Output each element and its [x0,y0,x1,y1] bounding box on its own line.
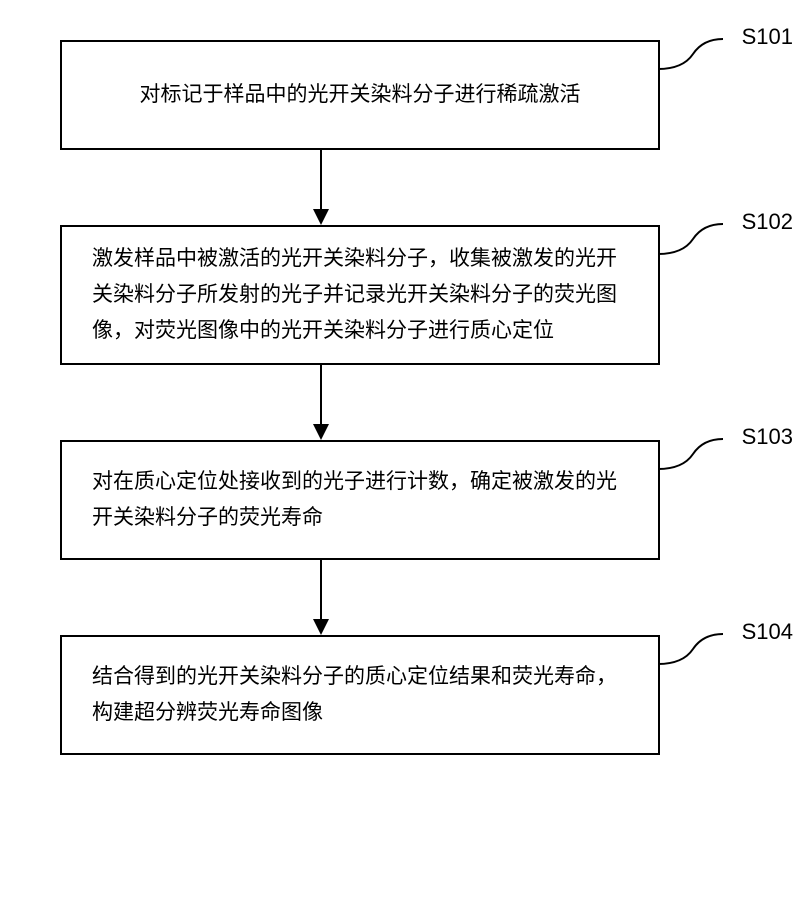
step-box-s104: 结合得到的光开关染料分子的质心定位结果和荧光寿命，构建超分辨荧光寿命图像 S10… [60,635,660,755]
step-label: S102 [742,209,793,235]
flowchart-container: 对标记于样品中的光开关染料分子进行稀疏激活 S101 激发样品中被激活的光开关染… [60,40,740,755]
arrow-line [320,365,322,425]
label-bracket [658,34,738,74]
step-box-s101: 对标记于样品中的光开关染料分子进行稀疏激活 S101 [60,40,660,150]
step-label: S104 [742,619,793,645]
step-text: 对标记于样品中的光开关染料分子进行稀疏激活 [92,77,628,113]
step-box-s103: 对在质心定位处接收到的光子进行计数，确定被激发的光开关染料分子的荧光寿命 S10… [60,440,660,560]
step-text: 结合得到的光开关染料分子的质心定位结果和荧光寿命，构建超分辨荧光寿命图像 [92,659,628,730]
step-label: S101 [742,24,793,50]
step-text: 对在质心定位处接收到的光子进行计数，确定被激发的光开关染料分子的荧光寿命 [92,464,628,535]
step-label: S103 [742,424,793,450]
label-bracket [658,434,738,474]
arrow-head-icon [313,209,329,225]
step-box-s102: 激发样品中被激活的光开关染料分子，收集被激发的光开关染料分子所发射的光子并记录光… [60,225,660,365]
label-bracket [658,629,738,669]
connector-arrow [320,560,322,635]
connector-arrow [320,150,322,225]
connector-arrow [320,365,322,440]
arrow-head-icon [313,424,329,440]
curve-icon [658,629,738,669]
arrow-line [320,150,322,210]
arrow-line [320,560,322,620]
label-bracket [658,219,738,259]
curve-icon [658,434,738,474]
step-text: 激发样品中被激活的光开关染料分子，收集被激发的光开关染料分子所发射的光子并记录光… [92,241,628,348]
curve-icon [658,219,738,259]
arrow-head-icon [313,619,329,635]
curve-icon [658,34,738,74]
